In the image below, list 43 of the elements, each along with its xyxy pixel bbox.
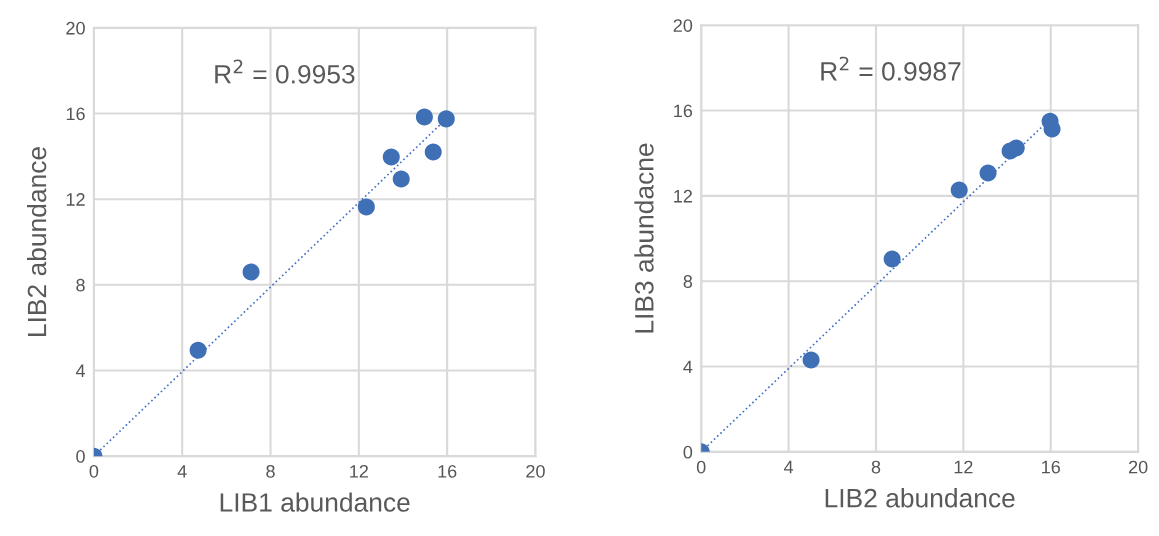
y-tick-label: 0 xyxy=(76,450,85,463)
x-tick-label: 4 xyxy=(783,460,794,474)
x-tick-label: 0 xyxy=(89,464,99,478)
x-tick-label: 4 xyxy=(177,465,187,478)
y-axis-title: LIB3 abundacne xyxy=(634,143,654,333)
x-tick-label: 16 xyxy=(1042,460,1060,474)
y-tick-label: 20 xyxy=(66,21,85,35)
x-axis-title: LIB1 abundance xyxy=(220,492,410,512)
point xyxy=(979,164,997,182)
point xyxy=(437,110,455,128)
x-tick-label: 16 xyxy=(438,464,457,478)
y-tick-label: 4 xyxy=(75,364,86,378)
x-axis-title: LIB2 abundance xyxy=(825,488,1015,508)
x-tick-label: 8 xyxy=(266,464,275,478)
y-tick-label: 0 xyxy=(683,445,693,459)
y-tick-label: 16 xyxy=(674,104,693,118)
y-tick-label: 4 xyxy=(683,360,693,374)
y-tick-label: 12 xyxy=(674,189,692,203)
x-tick-label: 12 xyxy=(954,460,973,474)
x-tick-label: 20 xyxy=(526,464,545,478)
point xyxy=(950,181,968,199)
point xyxy=(189,341,207,359)
y-axis-title: LIB2 abundance xyxy=(26,147,47,336)
point xyxy=(415,108,433,126)
point xyxy=(242,263,260,281)
y-tick-label: 12 xyxy=(66,193,85,206)
annotation: R$^{2}$ = 0.9987 xyxy=(821,56,961,81)
annotation: R$^{2}$ = 0.9953 xyxy=(215,59,355,84)
point xyxy=(883,250,901,268)
point xyxy=(357,198,375,216)
y-tick-label: 8 xyxy=(683,275,693,288)
point xyxy=(392,170,410,188)
point xyxy=(382,148,400,166)
point xyxy=(424,143,442,161)
point xyxy=(1007,139,1025,157)
y-tick-label: 16 xyxy=(66,107,85,121)
x-tick-label: 0 xyxy=(696,460,706,474)
point xyxy=(802,351,820,369)
x-tick-label: 8 xyxy=(871,460,881,474)
x-tick-label: 12 xyxy=(350,464,368,478)
x-tick-label: 20 xyxy=(1129,460,1148,474)
y-tick-label: 8 xyxy=(76,278,85,292)
y-tick-label: 20 xyxy=(673,19,693,32)
